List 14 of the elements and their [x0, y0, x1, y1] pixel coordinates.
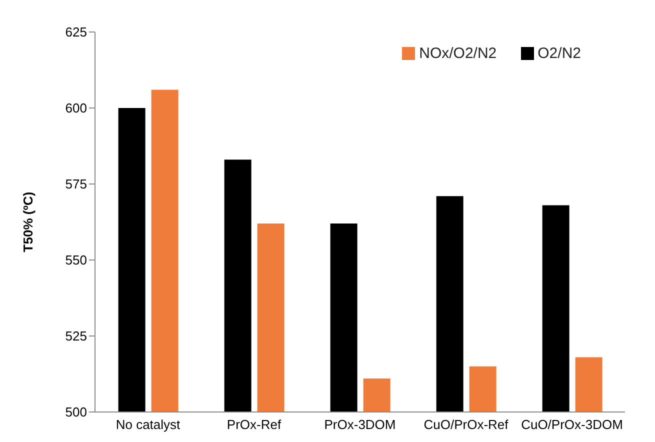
x-tick-label: CuO/PrOx-3DOM — [521, 417, 623, 432]
x-tick-label: PrOx-Ref — [226, 417, 282, 432]
y-tick-label: 550 — [65, 252, 87, 268]
y-tick-label: 625 — [65, 24, 87, 40]
legend-label: NOx/O2/N2 — [419, 45, 497, 62]
legend-label: O2/N2 — [538, 45, 581, 62]
y-tick-label: 525 — [65, 328, 87, 344]
y-tick-label: 500 — [65, 404, 87, 420]
x-tick-label: No catalyst — [116, 417, 181, 432]
x-tick-label: PrOx-3DOM — [324, 417, 396, 432]
x-tick-label: CuO/PrOx-Ref — [424, 417, 509, 432]
y-tick-label: 575 — [65, 176, 87, 192]
y-tick-label: 600 — [65, 100, 87, 116]
y-axis-title: T50% (ºC) — [20, 192, 36, 252]
